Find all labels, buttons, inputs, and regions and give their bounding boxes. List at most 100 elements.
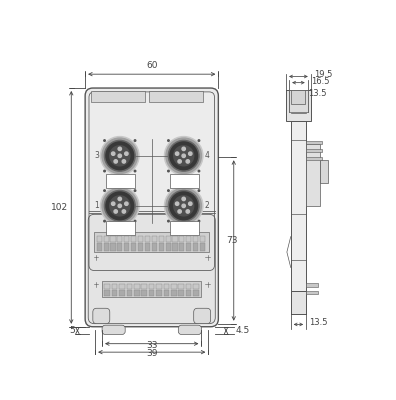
Circle shape xyxy=(168,140,199,171)
Circle shape xyxy=(105,140,135,171)
Bar xyxy=(131,243,136,250)
Bar xyxy=(200,236,205,242)
Bar xyxy=(141,284,147,289)
Circle shape xyxy=(170,192,198,220)
Circle shape xyxy=(175,202,179,206)
Bar xyxy=(156,290,162,296)
Bar xyxy=(306,144,320,206)
FancyBboxPatch shape xyxy=(88,214,215,324)
Bar xyxy=(112,284,117,289)
Bar xyxy=(104,236,109,242)
FancyBboxPatch shape xyxy=(178,325,202,334)
Bar xyxy=(141,290,147,296)
Bar xyxy=(145,243,150,250)
Bar xyxy=(119,284,125,289)
Bar xyxy=(164,284,169,289)
Text: 3: 3 xyxy=(94,151,99,160)
Circle shape xyxy=(106,142,133,170)
Bar xyxy=(186,243,191,250)
Text: 13.5: 13.5 xyxy=(308,89,327,98)
FancyBboxPatch shape xyxy=(194,308,211,324)
Text: 13.5: 13.5 xyxy=(309,318,328,327)
Circle shape xyxy=(134,140,136,141)
Circle shape xyxy=(198,220,200,222)
Bar xyxy=(124,236,129,242)
Circle shape xyxy=(112,202,115,206)
Bar xyxy=(193,290,199,296)
Bar xyxy=(159,243,164,250)
Circle shape xyxy=(168,140,169,141)
Circle shape xyxy=(134,190,136,191)
Circle shape xyxy=(134,220,136,222)
Circle shape xyxy=(175,152,179,155)
Bar xyxy=(170,221,199,235)
Circle shape xyxy=(101,136,139,175)
Circle shape xyxy=(118,154,122,158)
Bar xyxy=(186,290,191,296)
Text: 19.5: 19.5 xyxy=(314,70,332,80)
Text: 2: 2 xyxy=(204,201,209,210)
Text: 102: 102 xyxy=(51,203,68,212)
Bar xyxy=(152,236,157,242)
Bar xyxy=(112,290,117,296)
Bar xyxy=(106,174,135,188)
Bar xyxy=(166,236,171,242)
Bar xyxy=(104,243,109,250)
Circle shape xyxy=(198,190,200,191)
Bar xyxy=(186,236,191,242)
Circle shape xyxy=(104,190,105,191)
Circle shape xyxy=(164,186,203,225)
Bar xyxy=(127,284,132,289)
Text: 33: 33 xyxy=(146,341,158,350)
Circle shape xyxy=(186,160,189,163)
Bar xyxy=(306,141,322,144)
Circle shape xyxy=(178,160,181,163)
Circle shape xyxy=(182,197,185,201)
Bar xyxy=(164,290,169,296)
Circle shape xyxy=(110,196,130,216)
Circle shape xyxy=(164,136,203,175)
Text: 39: 39 xyxy=(146,349,158,358)
Circle shape xyxy=(101,186,139,225)
Circle shape xyxy=(122,160,126,163)
Circle shape xyxy=(168,190,199,221)
Bar xyxy=(105,284,110,289)
Circle shape xyxy=(170,142,198,170)
Circle shape xyxy=(118,147,122,150)
Bar xyxy=(145,236,150,242)
Bar xyxy=(119,290,125,296)
Bar xyxy=(156,284,162,289)
Bar xyxy=(106,221,135,235)
Bar xyxy=(286,90,311,121)
Bar xyxy=(166,243,171,250)
Circle shape xyxy=(125,202,128,206)
Bar xyxy=(134,290,139,296)
Circle shape xyxy=(182,147,185,150)
Text: 16.5: 16.5 xyxy=(311,77,329,86)
Bar xyxy=(97,243,102,250)
Bar xyxy=(291,290,306,314)
Bar xyxy=(306,156,322,160)
Bar xyxy=(117,243,122,250)
Circle shape xyxy=(104,220,105,222)
Bar xyxy=(105,290,110,296)
Circle shape xyxy=(122,210,126,213)
Bar xyxy=(110,243,116,250)
Circle shape xyxy=(110,146,130,166)
Circle shape xyxy=(106,192,133,220)
Bar xyxy=(186,284,191,289)
Bar xyxy=(179,290,184,296)
Bar xyxy=(138,236,143,242)
Text: 5: 5 xyxy=(69,326,75,335)
Circle shape xyxy=(166,138,202,174)
Bar xyxy=(320,160,327,183)
Bar xyxy=(291,90,306,314)
Bar xyxy=(91,91,145,102)
Bar xyxy=(131,236,136,242)
Bar xyxy=(172,236,177,242)
Text: 4: 4 xyxy=(204,151,209,160)
Circle shape xyxy=(186,210,189,213)
Circle shape xyxy=(198,140,200,141)
Text: 4.5: 4.5 xyxy=(235,326,249,335)
Bar xyxy=(127,290,132,296)
